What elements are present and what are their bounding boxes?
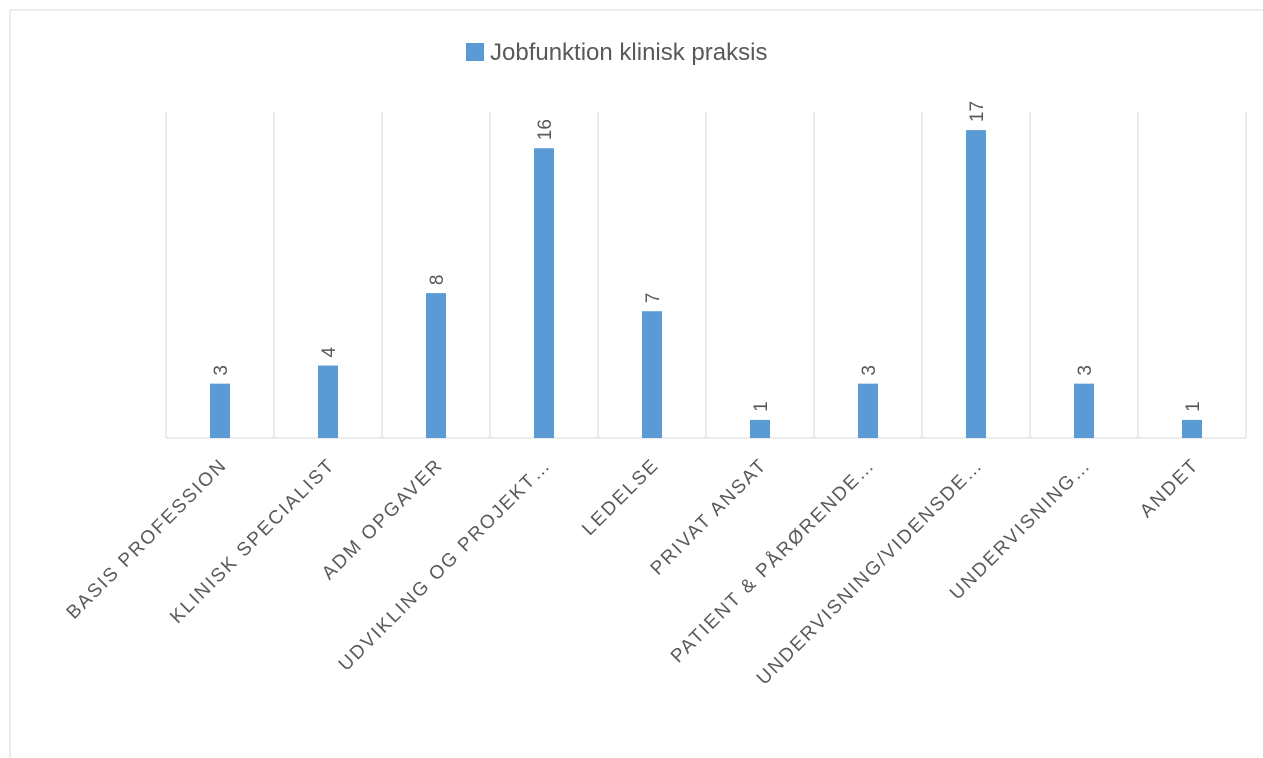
bar <box>318 365 338 438</box>
data-label: 17 <box>967 101 988 122</box>
legend-swatch <box>466 43 484 61</box>
data-label: 4 <box>319 347 340 358</box>
data-label: 3 <box>859 365 880 376</box>
bar <box>1074 383 1094 438</box>
x-tick-label: UDVIKLING OG PROJEKT… <box>335 455 556 676</box>
data-label: 3 <box>211 365 232 376</box>
bar <box>750 419 770 438</box>
x-tick-label: PATIENT & PÅRØRENDE… <box>667 455 880 668</box>
data-label: 8 <box>427 275 448 286</box>
bar <box>210 383 230 438</box>
bar <box>966 130 986 438</box>
bar <box>642 311 662 438</box>
x-tick-label: PRIVAT ANSAT <box>647 455 772 580</box>
x-tick-label: LEDELSE <box>578 455 663 540</box>
data-label: 1 <box>1183 401 1204 412</box>
bar <box>858 383 878 438</box>
bar <box>426 293 446 438</box>
data-label: 7 <box>643 293 664 304</box>
x-tick-label: ANDET <box>1136 455 1203 522</box>
data-label: 3 <box>1075 365 1096 376</box>
x-tick-label: ADM OPGAVER <box>318 455 447 584</box>
x-tick-label: UNDERVISNING/VIDENSDE… <box>753 455 988 690</box>
data-label: 1 <box>751 401 772 412</box>
bar <box>1182 419 1202 438</box>
data-label: 16 <box>535 119 556 140</box>
legend-label: Jobfunktion klinisk praksis <box>490 39 767 66</box>
bar <box>534 148 554 438</box>
